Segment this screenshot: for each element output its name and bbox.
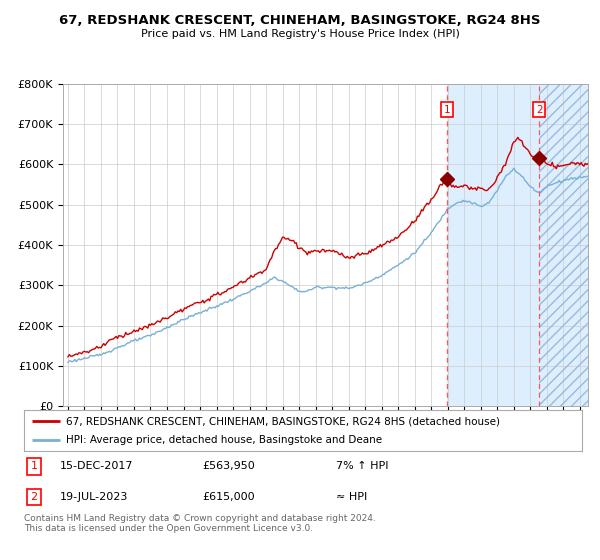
- Text: ≈ HPI: ≈ HPI: [337, 492, 368, 502]
- Bar: [539, 84, 588, 406]
- Text: 2: 2: [536, 105, 542, 115]
- Text: 19-JUL-2023: 19-JUL-2023: [60, 492, 128, 502]
- Text: 1: 1: [31, 461, 38, 472]
- Text: 15-DEC-2017: 15-DEC-2017: [60, 461, 134, 472]
- Text: 67, REDSHANK CRESCENT, CHINEHAM, BASINGSTOKE, RG24 8HS (detached house): 67, REDSHANK CRESCENT, CHINEHAM, BASINGS…: [66, 417, 500, 426]
- Text: 7% ↑ HPI: 7% ↑ HPI: [337, 461, 389, 472]
- Text: 67, REDSHANK CRESCENT, CHINEHAM, BASINGSTOKE, RG24 8HS: 67, REDSHANK CRESCENT, CHINEHAM, BASINGS…: [59, 14, 541, 27]
- Text: Price paid vs. HM Land Registry's House Price Index (HPI): Price paid vs. HM Land Registry's House …: [140, 29, 460, 39]
- Text: 1: 1: [443, 105, 451, 115]
- Text: £615,000: £615,000: [203, 492, 255, 502]
- Text: HPI: Average price, detached house, Basingstoke and Deane: HPI: Average price, detached house, Basi…: [66, 435, 382, 445]
- Text: £563,950: £563,950: [203, 461, 256, 472]
- Text: 2: 2: [31, 492, 38, 502]
- Text: Contains HM Land Registry data © Crown copyright and database right 2024.
This d: Contains HM Land Registry data © Crown c…: [24, 514, 376, 534]
- Bar: [447, 84, 588, 406]
